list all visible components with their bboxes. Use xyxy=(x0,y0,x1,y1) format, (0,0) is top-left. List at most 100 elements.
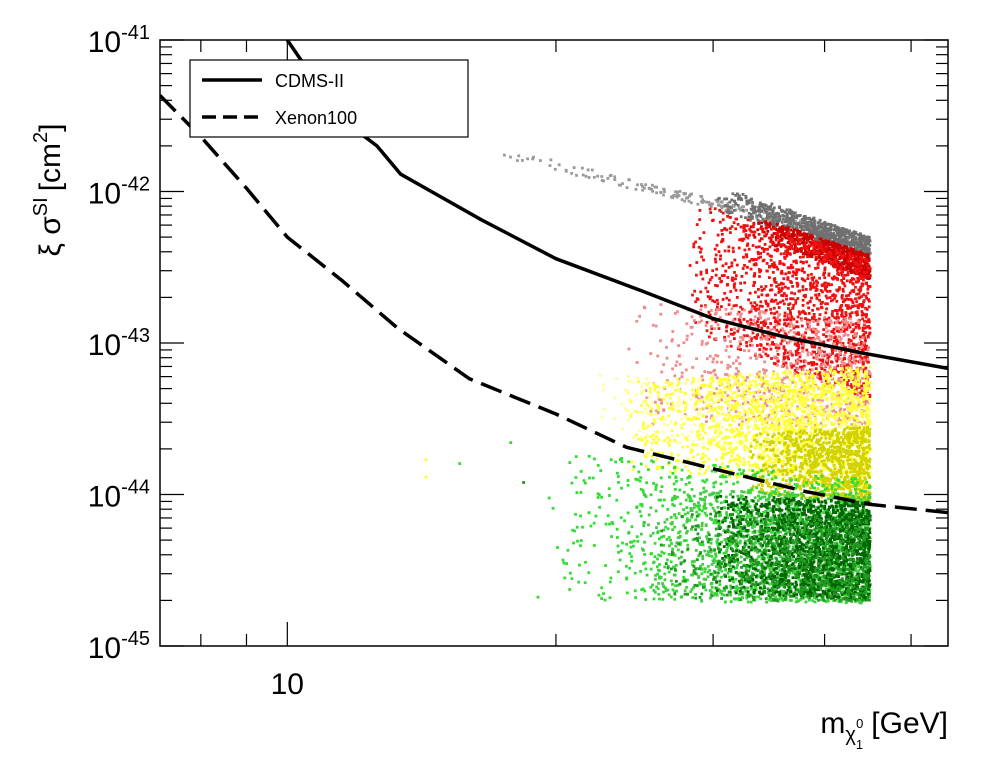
scatter-point-yellow-pale xyxy=(761,442,764,445)
scatter-point-pink xyxy=(837,326,841,330)
scatter-point-red xyxy=(841,273,844,277)
scatter-point-red xyxy=(859,266,863,270)
scatter-point-red xyxy=(832,327,836,331)
scatter-point-red-dark xyxy=(801,252,805,256)
scatter-point-grey-dark xyxy=(833,234,837,238)
scatter-point-red xyxy=(860,357,864,361)
scatter-point-red xyxy=(791,266,795,269)
scatter-point-red xyxy=(812,251,816,254)
scatter-point-pink xyxy=(812,327,815,331)
scatter-point-yellow xyxy=(728,374,732,378)
scatter-point-grey-dark xyxy=(834,227,837,231)
scatter-point-red xyxy=(764,347,768,351)
scatter-point-yellow-pale xyxy=(638,429,641,432)
scatter-point-red xyxy=(761,230,765,234)
scatter-point-red xyxy=(713,257,717,261)
scatter-point-pink xyxy=(808,373,812,376)
scatter-point-grey-upper xyxy=(613,175,617,179)
scatter-point-red-dark xyxy=(845,266,849,270)
scatter-point-pink xyxy=(860,345,864,348)
scatter-point-yellow xyxy=(782,371,785,375)
scatter-point-pink xyxy=(829,321,833,324)
scatter-point-yellow xyxy=(755,383,758,387)
scatter-point-red xyxy=(854,297,857,301)
scatter-point-red xyxy=(764,299,768,303)
scatter-point-red xyxy=(865,296,868,300)
scatter-point-red xyxy=(739,321,743,325)
scatter-point-yellow-pale xyxy=(845,423,848,427)
scatter-point-red xyxy=(854,255,858,258)
scatter-point-pink xyxy=(727,334,731,338)
scatter-point-grey-upper xyxy=(634,187,638,191)
scatter-point-pink xyxy=(635,319,639,323)
scatter-point-red xyxy=(720,274,724,277)
scatter-point-pink xyxy=(825,358,829,362)
scatter-point-yellow-pale xyxy=(799,421,803,425)
scatter-point-yellow xyxy=(663,439,666,443)
scatter-point-yellow-pale xyxy=(696,379,700,383)
scatter-point-red xyxy=(704,286,708,290)
scatter-point-red-dark xyxy=(850,261,854,265)
scatter-point-grey-upper xyxy=(564,169,568,173)
scatter-point-grey-dark xyxy=(833,236,837,240)
scatter-point-grey-upper xyxy=(586,168,590,172)
scatter-point-red xyxy=(785,294,788,298)
scatter-point-red xyxy=(811,330,814,334)
scatter-point-pink xyxy=(796,367,799,371)
scatter-point-red xyxy=(693,289,697,293)
scatter-point-red xyxy=(796,284,799,288)
scatter-point-red xyxy=(799,317,803,321)
scatter-point-red xyxy=(734,277,737,281)
scatter-point-red xyxy=(834,257,838,261)
scatter-point-pink xyxy=(857,380,861,384)
scatter-point-grey-upper xyxy=(526,157,529,161)
scatter-point-pink xyxy=(860,386,864,390)
scatter-point-red-dark xyxy=(843,257,847,260)
scatter-point-red-dark xyxy=(817,253,821,257)
scatter-point-red-dark xyxy=(781,229,784,233)
scatter-point-red-dark xyxy=(865,276,869,280)
scatter-point-red xyxy=(730,264,734,268)
scatter-point-red xyxy=(836,315,839,319)
scatter-point-grey-upper xyxy=(745,208,748,212)
scatter-point-pink xyxy=(682,341,686,345)
scatter-point-yellow xyxy=(844,412,847,416)
scatter-point-yellow-pale xyxy=(613,396,616,400)
scatter-point-red xyxy=(849,385,852,388)
scatter-point-yellow xyxy=(742,377,746,380)
scatter-point-yellow xyxy=(674,388,677,392)
scatter-point-grey-upper xyxy=(789,223,793,227)
scatter-point-grey-upper xyxy=(644,183,648,187)
scatter-point-red xyxy=(818,317,821,321)
scatter-point-red xyxy=(804,317,807,320)
scatter-point-pink xyxy=(831,342,835,345)
scatter-point-yellow-pale xyxy=(706,439,710,442)
scatter-point-yellow xyxy=(738,403,741,407)
scatter-point-yellow-pale xyxy=(685,403,689,407)
scatter-point-red-dark xyxy=(822,243,825,246)
scatter-point-red-dark xyxy=(824,239,827,243)
scatter-point-yellow-pale xyxy=(828,403,832,406)
scatter-point-pink xyxy=(729,311,732,315)
scatter-point-red xyxy=(853,304,856,308)
scatter-point-yellow-pale xyxy=(741,406,744,410)
scatter-point-pink xyxy=(673,312,677,315)
scatter-point-red xyxy=(864,294,868,298)
scatter-point-yellow xyxy=(815,427,819,431)
scatter-point-pink xyxy=(747,349,751,353)
scatter-point-red xyxy=(843,268,847,272)
scatter-point-red-dark xyxy=(775,223,779,226)
scatter-point-red xyxy=(831,262,834,265)
scatter-point-grey-upper xyxy=(734,208,738,212)
scatter-point-grey-upper xyxy=(678,190,682,193)
scatter-point-red xyxy=(742,328,746,332)
scatter-point-yellow-pale xyxy=(821,416,824,419)
scatter-point-red-dark xyxy=(780,231,784,234)
scatter-point-red xyxy=(735,263,739,267)
scatter-point-red xyxy=(783,318,786,322)
scatter-point-grey-upper xyxy=(705,200,708,204)
scatter-point-red xyxy=(707,335,711,339)
scatter-point-red-dark xyxy=(802,232,806,235)
scatter-point-red-dark xyxy=(843,260,846,263)
scatter-point-red xyxy=(845,381,849,384)
